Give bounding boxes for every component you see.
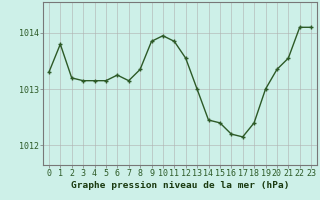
X-axis label: Graphe pression niveau de la mer (hPa): Graphe pression niveau de la mer (hPa) [71,181,289,190]
